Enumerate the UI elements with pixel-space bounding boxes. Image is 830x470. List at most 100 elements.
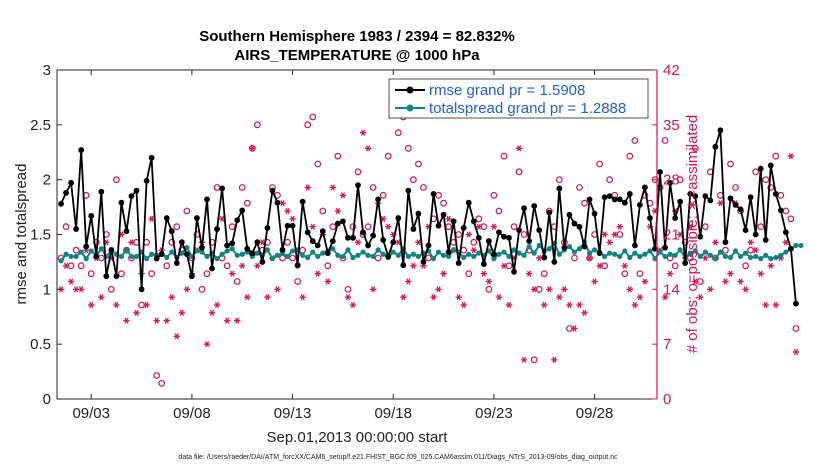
totalspread-point [284, 253, 291, 260]
obs-assimilated-point [173, 333, 180, 340]
rmse-point [78, 147, 85, 153]
rmse-point [435, 222, 442, 229]
obs-assimilated-point [707, 286, 714, 293]
totalspread-point [732, 248, 739, 254]
rmse-point [259, 259, 266, 265]
y-tick-label: 2.5 [30, 117, 51, 134]
rmse-point [158, 251, 165, 258]
rmse-point [576, 223, 583, 230]
obs-possible-point [238, 184, 246, 191]
rmse-point [204, 196, 210, 203]
totalspread-point [617, 253, 623, 260]
rmse-point [465, 199, 472, 206]
totalspread-point [440, 252, 447, 258]
obs-possible-point [168, 238, 176, 246]
totalspread-point [536, 242, 542, 249]
obs-assimilated-point [591, 278, 598, 285]
totalspread-point [742, 250, 749, 256]
obs-possible-point [555, 176, 563, 184]
obs-assimilated-point [364, 145, 372, 152]
obs-assimilated-point [546, 286, 553, 293]
obs-assimilated-point [148, 215, 155, 222]
rmse-point [375, 196, 382, 203]
obs-assimilated-point [712, 239, 719, 246]
rmse-point [586, 196, 593, 203]
totalspread-point [320, 250, 326, 256]
rmse-point [274, 199, 281, 206]
rmse-point [717, 127, 724, 134]
obs-possible-point [404, 144, 412, 152]
rmse-point [188, 273, 195, 280]
rmse-point [68, 180, 74, 186]
obs-assimilated-point [354, 239, 362, 246]
obs-assimilated-point [475, 223, 483, 230]
obs-assimilated-point [702, 254, 709, 262]
rmse-point [355, 182, 361, 189]
totalspread-point [531, 250, 537, 256]
obs-assimilated-point [762, 301, 769, 309]
rmse-point [677, 198, 684, 205]
rmse-point [380, 237, 387, 243]
rmse-point [118, 199, 125, 206]
obs-possible-point [107, 285, 115, 293]
obs-possible-point [314, 160, 322, 168]
obs-assimilated-point [631, 301, 639, 309]
obs-possible-point [722, 246, 729, 254]
obs-possible-point [515, 168, 523, 176]
obs-assimilated-point [264, 294, 271, 301]
obs-possible-point [621, 270, 629, 278]
rmse-point [340, 218, 346, 225]
rmse-point [299, 198, 306, 205]
obs-possible-point [571, 254, 578, 262]
totalspread-point [476, 250, 482, 256]
obs-assimilated-point [88, 301, 95, 309]
totalspread-point [355, 252, 361, 258]
rmse-point [279, 246, 286, 253]
series-layer [57, 105, 804, 387]
obs-assimilated-point [500, 262, 508, 269]
rmse-point [501, 233, 507, 240]
totalspread-point [461, 254, 467, 261]
obs-possible-point [415, 160, 422, 168]
obs-possible-point [626, 152, 634, 160]
totalspread-point [78, 249, 84, 255]
obs-assimilated-point [324, 278, 332, 285]
obs-assimilated-point [128, 239, 135, 246]
obs-possible-point [455, 231, 463, 238]
totalspread-point [753, 253, 759, 260]
rmse-point [209, 265, 215, 272]
totalspread-point [224, 248, 230, 254]
rmse-point [113, 273, 120, 280]
totalspread-point [289, 248, 296, 254]
rmse-point [148, 154, 155, 161]
totalspread-point [143, 256, 150, 262]
legend-box [388, 78, 649, 119]
obs-possible-point [777, 191, 785, 199]
rmse-point [707, 197, 714, 204]
obs-assimilated-point [410, 262, 417, 269]
obs-assimilated-point [239, 262, 246, 269]
obs-possible-point [671, 262, 679, 270]
obs-possible-point [213, 184, 221, 191]
obs-assimilated-point [495, 294, 503, 301]
obs-assimilated-point [536, 254, 543, 262]
obs-possible-point [77, 262, 85, 270]
rmse-point [98, 188, 105, 195]
obs-possible-point [420, 184, 427, 191]
rmse-point [360, 229, 366, 236]
x-tick-label: 09/03 [72, 405, 110, 422]
totalspread-point [73, 253, 79, 260]
obs-assimilated-point [344, 294, 352, 301]
totalspread-point [395, 252, 401, 258]
obs-possible-point [294, 278, 302, 285]
rmse-point [546, 209, 553, 216]
totalspread-point [672, 252, 678, 258]
totalspread-point [798, 242, 804, 249]
obs-assimilated-point [203, 341, 211, 348]
obs-assimilated-point [430, 294, 437, 301]
obs-possible-point [757, 223, 765, 231]
rmse-point [621, 199, 628, 206]
y-tick-label: 0 [43, 391, 51, 408]
totalspread-point [778, 252, 784, 258]
rmse-point [445, 249, 452, 255]
